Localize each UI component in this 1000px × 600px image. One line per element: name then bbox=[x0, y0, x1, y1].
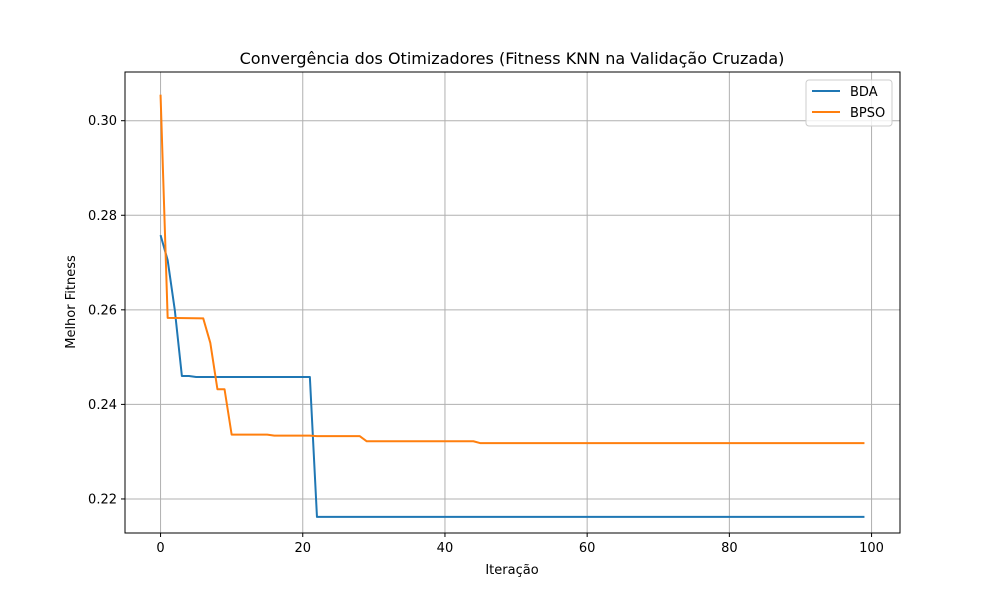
y-tick-label: 0.26 bbox=[88, 303, 117, 318]
chart-title: Convergência dos Otimizadores (Fitness K… bbox=[240, 49, 785, 68]
x-axis-ticks: 0 20 40 60 80 100 bbox=[156, 533, 884, 556]
grid-layer bbox=[125, 72, 900, 533]
x-tick-label: 80 bbox=[721, 541, 738, 556]
x-tick-label: 40 bbox=[437, 541, 454, 556]
series-line-bpso bbox=[159, 94, 865, 445]
y-tick-label: 0.22 bbox=[88, 492, 117, 507]
y-tick-label: 0.30 bbox=[88, 114, 117, 129]
series-line-bda bbox=[159, 234, 865, 518]
legend-label-bpso: BPSO bbox=[850, 106, 885, 121]
legend: BDA BPSO bbox=[805, 79, 893, 127]
y-axis-label: Melhor Fitness bbox=[64, 255, 79, 349]
x-tick-label: 100 bbox=[859, 541, 884, 556]
y-tick-label: 0.24 bbox=[88, 398, 117, 413]
legend-label-bda: BDA bbox=[850, 85, 878, 100]
x-tick-label: 20 bbox=[294, 541, 311, 556]
x-tick-label: 0 bbox=[156, 541, 164, 556]
plot-background bbox=[125, 72, 900, 533]
series-layer bbox=[159, 94, 865, 518]
y-tick-label: 0.28 bbox=[88, 209, 117, 224]
plot-frame bbox=[124, 71, 901, 534]
y-axis-ticks: 0.22 0.24 0.26 0.28 0.30 bbox=[88, 114, 125, 507]
x-axis-label: Iteração bbox=[485, 563, 538, 578]
x-tick-label: 60 bbox=[579, 541, 596, 556]
